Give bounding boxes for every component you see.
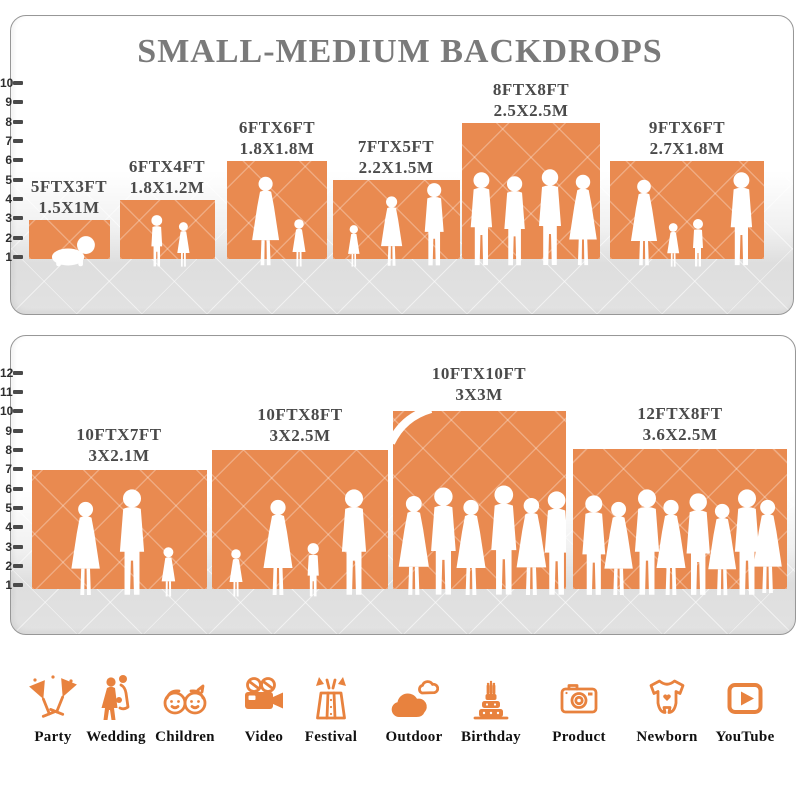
ruler-tick: 5 <box>0 500 30 516</box>
tick-mark <box>13 178 23 182</box>
backdrop-size-label: 6FTX4FT 1.8X1.2M <box>128 157 206 197</box>
tick-mark <box>13 525 23 529</box>
tick-mark <box>13 216 23 220</box>
category-product: Product <box>533 666 625 746</box>
backdrop-swatch-12x8 <box>573 449 787 596</box>
category-video: Video <box>218 666 310 746</box>
tick-mark <box>13 506 23 510</box>
ruler-tick: 8 <box>0 114 30 130</box>
children-faces-icon <box>163 684 207 715</box>
festival-gift-icon <box>316 677 346 720</box>
category-festival: Festival <box>285 666 377 746</box>
ruler-tick: 5 <box>0 172 30 188</box>
tick-mark <box>13 390 23 394</box>
ruler-tick: 9 <box>0 423 30 439</box>
backdrop-swatch-5x3 <box>29 220 110 267</box>
category-outdoor: Outdoor <box>368 666 460 746</box>
people-silhouettes <box>229 489 367 597</box>
people-silhouettes <box>630 172 753 267</box>
people-silhouettes <box>252 176 306 267</box>
ruler-tick: 9 <box>0 94 30 110</box>
people-silhouettes <box>582 489 782 596</box>
ruler-tick: 3 <box>0 210 30 226</box>
backdrop-swatch-10x10 <box>391 409 566 595</box>
tick-mark <box>13 545 23 549</box>
category-youtube: YouTube <box>699 666 791 746</box>
page-title: SMALL-MEDIUM BACKDROPS <box>137 33 663 70</box>
tick-mark <box>13 583 23 587</box>
ruler-tick: 6 <box>0 152 30 168</box>
backdrop-size-label: 6FTX6FT 1.8X1.8M <box>238 118 316 158</box>
ruler-tick: 4 <box>0 519 30 535</box>
ruler-tick: 12 <box>0 365 30 381</box>
category-birthday: Birthday <box>445 666 537 746</box>
backdrop-size-label: 9FTX6FT 2.7X1.8M <box>648 118 726 158</box>
tick-mark <box>13 120 23 124</box>
ruler-tick: 7 <box>0 461 30 477</box>
people-silhouettes <box>398 485 566 595</box>
backdrop-size-label: 10FTX7FT 3X2.1M <box>76 425 162 465</box>
backdrop-swatch-6x4 <box>120 200 215 267</box>
backdrop-swatch-9x6 <box>610 161 764 267</box>
tick-mark <box>13 371 23 375</box>
party-glasses-icon <box>29 675 77 718</box>
people-silhouettes <box>51 236 95 267</box>
tick-mark <box>13 429 23 433</box>
ruler-tick: 7 <box>0 133 30 149</box>
ruler-tick: 3 <box>0 539 30 555</box>
birthday-cake-icon <box>473 680 509 720</box>
backdrop-size-label: 7FTX5FT 2.2X1.5M <box>357 137 435 177</box>
people-silhouettes <box>348 183 444 267</box>
people-silhouettes <box>470 169 597 266</box>
ruler-tick: 6 <box>0 481 30 497</box>
tick-mark <box>13 409 23 413</box>
backdrop-size-label: 10FTX8FT 3X2.5M <box>257 405 343 445</box>
backdrop-size-label: 10FTX10FT 3X3M <box>431 364 527 404</box>
newborn-onesie-icon <box>649 679 685 714</box>
category-party: Party <box>7 666 99 746</box>
tick-mark <box>13 139 23 143</box>
tick-mark <box>13 158 23 162</box>
people-silhouettes <box>71 489 176 597</box>
ruler-tick: 11 <box>0 384 30 400</box>
ruler-tick: 1 <box>0 249 30 265</box>
outdoor-clouds-icon <box>391 680 439 717</box>
backdrop-swatch-8x8 <box>462 123 600 266</box>
video-camera-icon <box>245 677 283 709</box>
backdrop-swatch-10x7 <box>32 470 207 597</box>
wedding-couple-icon <box>101 675 130 720</box>
tick-mark <box>13 236 23 240</box>
tick-mark <box>13 255 23 259</box>
category-newborn: Newborn <box>621 666 713 746</box>
backdrop-size-label: 8FTX8FT 2.5X2.5M <box>492 80 570 120</box>
tick-mark <box>13 487 23 491</box>
ruler-tick: 1 <box>0 577 30 593</box>
ruler-tick: 10 <box>0 403 30 419</box>
backdrop-swatch-10x8 <box>212 450 388 597</box>
ruler-tick: 2 <box>0 230 30 246</box>
tick-mark <box>13 197 23 201</box>
category-wedding: Wedding <box>70 666 162 746</box>
tick-mark <box>13 100 23 104</box>
category-children: Children <box>139 666 231 746</box>
ruler-tick: 10 <box>0 75 30 91</box>
ruler-tick: 8 <box>0 442 30 458</box>
tick-mark <box>13 564 23 568</box>
tick-mark <box>13 467 23 471</box>
product-camera-icon <box>560 684 598 714</box>
backdrop-size-label: 12FTX8FT 3.6X2.5M <box>637 404 723 444</box>
ruler-tick: 4 <box>0 191 30 207</box>
youtube-play-icon <box>727 683 763 714</box>
backdrop-swatch-6x6 <box>227 161 327 267</box>
backdrop-size-label: 5FTX3FT 1.5X1M <box>30 177 108 217</box>
tick-mark <box>13 448 23 452</box>
ruler-tick: 2 <box>0 558 30 574</box>
backdrop-swatch-7x5 <box>333 180 460 267</box>
tick-mark <box>13 81 23 85</box>
people-silhouettes <box>151 215 190 267</box>
